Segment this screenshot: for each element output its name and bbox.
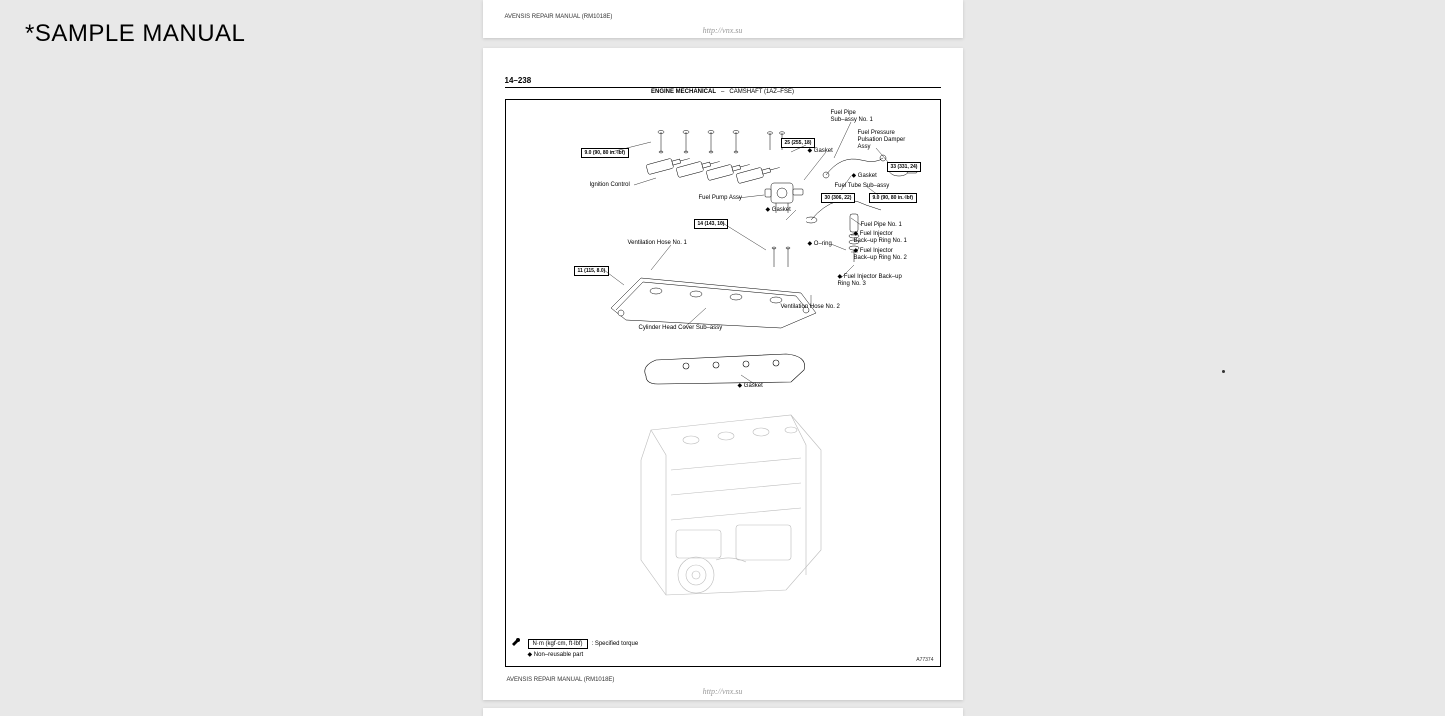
next-page-fragment [483, 708, 963, 716]
header-section: ENGINE MECHANICAL [651, 89, 716, 95]
header-sep: – [721, 89, 724, 95]
decorative-dot [1222, 370, 1225, 373]
previous-page-fragment: AVENSIS REPAIR MANUAL (RM1018E) http://v… [483, 0, 963, 38]
header-topic: CAMSHAFT (1AZ–FSE) [729, 89, 794, 95]
header-title: ENGINE MECHANICAL – CAMSHAFT (1AZ–FSE) [651, 89, 794, 95]
legend-torque-text: : Specified torque [592, 641, 639, 647]
page-number: 14–238 [505, 76, 941, 85]
manual-page: 14–238 ENGINE MECHANICAL – CAMSHAFT (1AZ… [483, 48, 963, 700]
header-rule: ENGINE MECHANICAL – CAMSHAFT (1AZ–FSE) [505, 87, 941, 97]
sample-watermark: *SAMPLE MANUAL [25, 20, 245, 48]
footer-url: http://vnx.su [505, 687, 941, 696]
legend-nonreusable-row: ◆ Non–reusable part [514, 651, 932, 658]
legend-nonreusable-text: ◆ Non–reusable part [528, 651, 584, 658]
footer-manual-text: AVENSIS REPAIR MANUAL (RM1018E) [507, 677, 941, 683]
prev-url: http://vnx.su [703, 26, 743, 35]
legend-torque-box: N·m (kgf·cm, ft·lbf) [528, 639, 588, 649]
leader-lines [506, 100, 941, 620]
legend-torque-row: N·m (kgf·cm, ft·lbf) : Specified torque [514, 639, 932, 649]
doc-id: A77374 [916, 657, 933, 663]
diagram-container: 9.0 (90, 80 in.·lbf) 25 (255, 18) 33 (33… [505, 99, 941, 667]
legend-area: N·m (kgf·cm, ft·lbf) : Specified torque … [514, 639, 932, 660]
prev-footer-text: AVENSIS REPAIR MANUAL (RM1018E) [505, 14, 613, 20]
